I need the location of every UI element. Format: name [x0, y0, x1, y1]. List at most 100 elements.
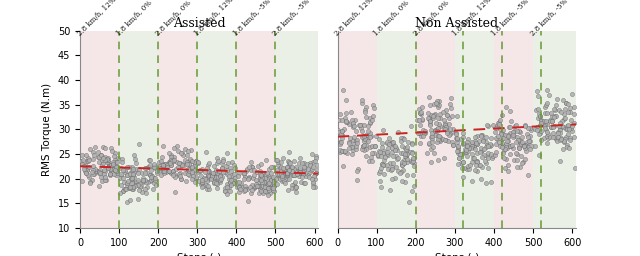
- Point: [271, 158, 282, 162]
- Point: [191, 159, 201, 163]
- Point: [173, 165, 183, 169]
- Point: [387, 146, 397, 150]
- Point: [249, 173, 259, 177]
- Point: [104, 167, 115, 171]
- Point: [205, 176, 216, 180]
- Point: [134, 185, 145, 189]
- Point: [356, 129, 367, 133]
- Point: [287, 186, 297, 190]
- Point: [566, 118, 576, 122]
- Point: [458, 131, 468, 135]
- Point: [100, 157, 111, 161]
- Point: [269, 189, 279, 193]
- Point: [478, 138, 488, 142]
- Point: [253, 191, 264, 195]
- Point: [207, 172, 218, 176]
- Point: [94, 171, 104, 175]
- Point: [234, 185, 244, 189]
- Point: [541, 141, 552, 145]
- Point: [182, 170, 192, 174]
- Point: [262, 190, 273, 194]
- Point: [348, 145, 358, 149]
- Point: [440, 138, 450, 142]
- Point: [547, 111, 557, 115]
- Point: [104, 172, 115, 176]
- Point: [161, 163, 171, 167]
- Point: [548, 135, 558, 139]
- Point: [340, 116, 350, 120]
- Point: [570, 166, 580, 170]
- Point: [512, 129, 522, 133]
- Point: [500, 157, 511, 161]
- Point: [222, 182, 232, 186]
- Point: [115, 190, 125, 195]
- Point: [467, 178, 477, 183]
- Point: [83, 158, 93, 163]
- Point: [348, 137, 358, 142]
- Point: [97, 179, 108, 183]
- Point: [425, 123, 435, 127]
- Point: [289, 159, 299, 163]
- Point: [189, 168, 199, 172]
- Point: [445, 127, 456, 131]
- Point: [128, 185, 138, 189]
- Point: [388, 142, 399, 146]
- Point: [383, 167, 394, 171]
- Point: [246, 165, 257, 169]
- Point: [143, 179, 153, 184]
- Point: [204, 172, 214, 176]
- Point: [93, 155, 103, 159]
- Point: [523, 141, 533, 145]
- Point: [307, 165, 317, 169]
- Point: [486, 152, 497, 156]
- Point: [257, 178, 268, 183]
- Point: [225, 166, 235, 170]
- Point: [339, 150, 349, 154]
- Point: [106, 163, 116, 167]
- Point: [513, 129, 524, 133]
- Point: [291, 190, 301, 195]
- Point: [564, 127, 574, 131]
- Point: [156, 173, 166, 177]
- Point: [397, 179, 408, 183]
- Point: [557, 119, 568, 123]
- Point: [268, 186, 278, 190]
- Point: [102, 158, 112, 162]
- Point: [118, 176, 129, 180]
- Point: [202, 187, 212, 191]
- Point: [460, 147, 470, 151]
- Point: [176, 163, 186, 167]
- Point: [204, 161, 214, 165]
- Point: [122, 173, 132, 177]
- Point: [396, 170, 406, 174]
- Point: [567, 92, 577, 96]
- Point: [391, 165, 401, 169]
- Point: [143, 158, 154, 162]
- Point: [446, 96, 456, 100]
- Point: [337, 133, 347, 137]
- Point: [433, 103, 444, 107]
- Point: [209, 172, 219, 176]
- Point: [555, 159, 565, 164]
- Point: [396, 139, 406, 143]
- Point: [259, 189, 269, 193]
- Point: [254, 184, 264, 188]
- Point: [539, 124, 549, 128]
- Point: [273, 173, 283, 177]
- Point: [444, 132, 454, 136]
- Point: [394, 172, 404, 176]
- Point: [222, 173, 232, 177]
- Point: [341, 120, 351, 124]
- Point: [131, 167, 141, 171]
- Point: [158, 163, 168, 167]
- Point: [465, 146, 475, 150]
- Point: [348, 123, 358, 127]
- Point: [182, 162, 192, 166]
- Point: [88, 168, 98, 173]
- Point: [454, 156, 464, 161]
- Point: [469, 156, 479, 160]
- Point: [337, 129, 348, 133]
- Point: [224, 174, 234, 178]
- Point: [512, 165, 522, 169]
- Point: [287, 173, 297, 177]
